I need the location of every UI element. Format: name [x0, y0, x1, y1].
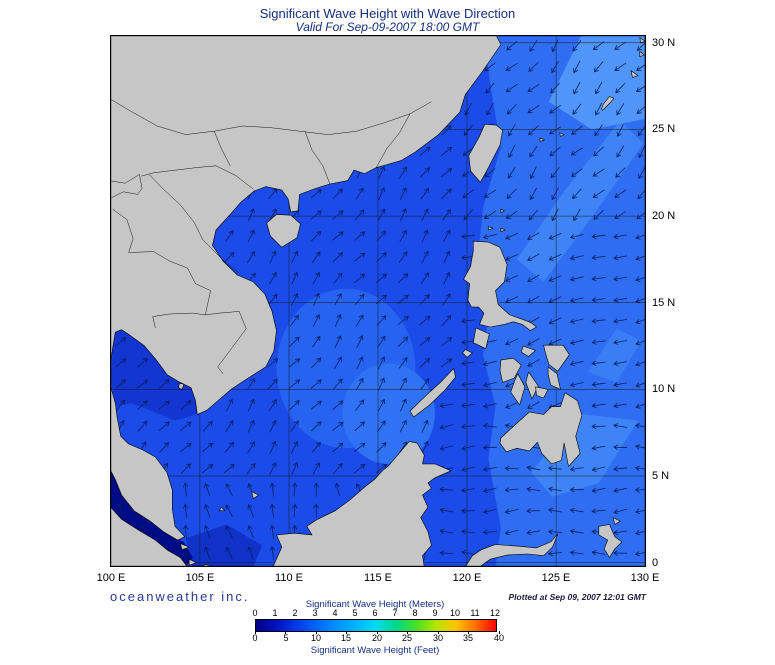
- meters-tick: 12: [489, 608, 501, 618]
- wave-map: [108, 33, 649, 568]
- lon-label-100e: 100 E: [96, 572, 126, 584]
- lat-label-0: 0: [652, 557, 659, 569]
- meters-tick: 5: [352, 608, 358, 618]
- plot-title: Significant Wave Height with Wave Direct…: [259, 6, 516, 21]
- feet-tick: 40: [493, 633, 505, 643]
- meters-tick: 3: [312, 608, 318, 618]
- feet-tick: 0: [252, 633, 258, 643]
- meters-tick: 10: [449, 608, 461, 618]
- lat-label-15n: 15 N: [652, 297, 676, 309]
- meters-tick: 7: [392, 608, 398, 618]
- oceanweather-logo: oceanweather inc.: [110, 589, 250, 604]
- meters-tick: 6: [372, 608, 378, 618]
- lon-label-120e: 120 E: [452, 572, 482, 584]
- plot-timestamp: Plotted at Sep 09, 2007 12:01 GMT: [508, 592, 646, 602]
- legend-meters-title: Significant Wave Height (Meters): [305, 599, 445, 610]
- meters-tick: 9: [432, 608, 438, 618]
- plot-valid-time: Valid For Sep-09-2007 18:00 GMT: [295, 20, 480, 34]
- lat-label-10n: 10 N: [652, 383, 676, 395]
- lon-label-115e: 115 E: [364, 572, 392, 584]
- meters-tick: 11: [470, 608, 480, 618]
- feet-tick: 30: [432, 633, 444, 643]
- lon-label-125e: 125 E: [541, 572, 571, 584]
- meters-tick: 1: [272, 608, 278, 618]
- lon-label-105e: 105 E: [185, 572, 215, 584]
- meters-tick: 8: [412, 608, 418, 618]
- legend-feet-title: Significant Wave Height (Feet): [310, 645, 440, 656]
- meters-tick: 0: [252, 608, 258, 618]
- lon-label-110e: 110 E: [275, 572, 303, 584]
- feet-tick: 20: [371, 633, 383, 643]
- lat-label-30n: 30 N: [652, 37, 676, 49]
- legend-colorbar: [255, 619, 497, 632]
- feet-tick: 25: [401, 633, 413, 643]
- lat-label-20n: 20 N: [652, 210, 676, 222]
- lat-label-25n: 25 N: [652, 123, 676, 135]
- meters-tick: 4: [332, 608, 338, 618]
- feet-tick: 10: [310, 633, 322, 643]
- feet-tick: 35: [462, 633, 474, 643]
- lat-label-5n: 5 N: [652, 470, 670, 482]
- feet-tick: 5: [283, 633, 289, 643]
- meters-tick: 2: [292, 608, 298, 618]
- feet-tick: 15: [340, 633, 352, 643]
- lon-label-130e: 130 E: [630, 572, 660, 584]
